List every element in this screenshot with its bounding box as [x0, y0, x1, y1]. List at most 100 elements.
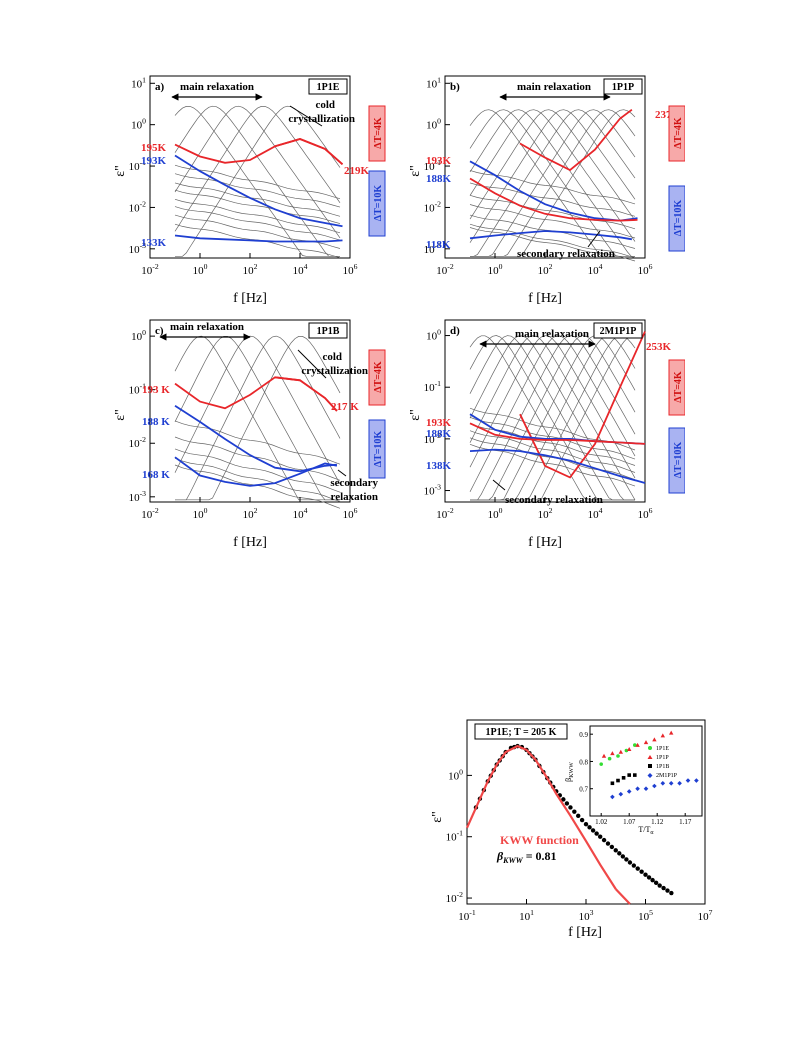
panel-c: 10-2 100 102 104 106 10-3 10-2 10-1 100 c) 1P1B…	[110, 310, 390, 560]
data-point	[624, 857, 629, 862]
tick-label: 10-3	[424, 483, 442, 498]
series-195k	[174, 138, 344, 165]
panel-b: 10-2 100 102 104 106 10-3 10-2 10-1 100 101 b) 1…	[405, 66, 686, 316]
inset-y-label: βKWW	[564, 762, 575, 782]
inset-point-1p1e	[599, 762, 603, 766]
panel-c-svg: 10-2 100 102 104 106 10-3 10-2 10-1 100 c) 1P1B…	[113, 319, 386, 550]
temp-label-1: 253K	[646, 341, 672, 353]
background-spectrum	[470, 109, 636, 257]
inset-point-2m1p1p	[660, 780, 666, 786]
data-point	[657, 883, 662, 888]
series-118k	[469, 230, 633, 241]
secondary-arrow	[492, 479, 506, 491]
tick-label: 10-1	[424, 158, 442, 173]
annotation-cold: cold	[315, 99, 335, 111]
step-label-10k: ΔT=10K	[373, 431, 384, 468]
data-point	[620, 854, 626, 859]
panel-b-svg: 10-2 100 102 104 106 10-3 10-2 10-1 100 101 b) 1…	[408, 75, 686, 306]
tick-label: 100	[488, 262, 503, 277]
data-point	[572, 809, 577, 814]
data-point	[583, 822, 589, 827]
legend-marker-1p1p	[647, 755, 653, 759]
temp-label-2: 188 K	[142, 416, 170, 428]
series-193k	[174, 376, 338, 412]
legend-1p1b: 1P1B	[656, 764, 669, 770]
data-point	[590, 828, 596, 833]
background-spectrum	[469, 335, 636, 501]
tick-label: 100	[448, 767, 463, 782]
tick-label: 10-2	[436, 262, 454, 277]
background-spectrum	[469, 204, 636, 239]
tick-label: 100	[426, 328, 441, 343]
inset-point-1p1p	[669, 730, 674, 735]
kww-title: 1P1E; T = 205 K	[486, 727, 557, 738]
tick-label: 10-1	[458, 908, 476, 923]
temp-label-3: 188K	[426, 173, 452, 185]
data-point	[631, 863, 637, 868]
legend-marker-2m1p1p	[647, 773, 653, 778]
sample-box	[593, 322, 643, 339]
background-spectrum	[469, 109, 636, 243]
data-point	[605, 841, 611, 846]
step-label-10k: ΔT=10K	[373, 185, 384, 222]
background-spectrum	[175, 336, 341, 501]
background-spectrum	[470, 109, 636, 257]
inset-frame	[589, 725, 703, 817]
tick-label: 10-3	[129, 489, 147, 504]
panel-d: 10-2 100 102 104 106 10-3 10-2 10-1 100 d) 2M1P…	[405, 310, 686, 560]
sample-box	[603, 78, 643, 95]
temp-label-2: 193K	[426, 417, 452, 429]
background-spectrum	[174, 182, 341, 217]
tick-label: 10-2	[141, 262, 159, 277]
background-spectrum	[469, 416, 636, 460]
step-label-4k: ΔT=4K	[673, 117, 684, 149]
tick-label: 104	[293, 506, 308, 521]
background-spectrum	[174, 105, 340, 257]
inset-y-tick-label: 0.9	[579, 731, 588, 739]
temp-label-4: 118K	[426, 239, 451, 251]
data-point	[587, 825, 592, 830]
sample-name: 1P1E	[317, 82, 340, 93]
data-point	[639, 869, 644, 874]
tick-label: 10-1	[446, 829, 464, 844]
y-axis-label: ε"	[113, 409, 128, 421]
inset-point-1p1b	[610, 781, 615, 786]
background-spectrum	[174, 105, 340, 257]
crystallization-arrow	[289, 105, 323, 127]
step-box-4k	[368, 349, 386, 406]
tick-label: 10-3	[424, 241, 442, 256]
tick-label: 106	[638, 262, 653, 277]
data-point	[576, 813, 581, 819]
inset-x-tick-label: 1.17	[679, 818, 692, 826]
inset-point-1p1b	[633, 773, 637, 777]
series-188k	[469, 177, 638, 222]
kww-fit-line	[465, 744, 617, 890]
tick-label: 10-2	[436, 506, 454, 521]
x-axis-label: f [Hz]	[528, 291, 562, 306]
legend-1p1p: 1P1P	[656, 755, 669, 761]
tick-label: 10-2	[446, 890, 464, 905]
inset-point-2m1p1p	[626, 789, 632, 794]
tick-label: 105	[638, 908, 653, 923]
series-168k	[174, 456, 338, 487]
temp-label-2: 193K	[426, 155, 452, 167]
x-axis-label: f [Hz]	[233, 535, 267, 550]
tick-label: 104	[588, 506, 603, 521]
background-spectrum	[469, 335, 636, 492]
panel-kww-svg: 10-1 101 103 105 107 10-2 10-1 100 1P1E; T = 2…	[430, 719, 713, 940]
background-spectrum	[174, 105, 341, 239]
background-spectrum	[469, 335, 636, 479]
inset-x-tick-label: 1.12	[651, 818, 664, 826]
series-219k	[274, 138, 344, 165]
data-point	[669, 890, 674, 896]
legend-marker-1p1e	[648, 746, 652, 750]
annotation-secondary-relaxation: secondary relaxation	[505, 494, 603, 506]
background-spectrum	[174, 336, 340, 501]
panel-label: a)	[155, 81, 165, 93]
annotation-main-relaxation: main relaxation	[517, 81, 591, 93]
background-spectrum	[469, 109, 635, 257]
data-point	[646, 875, 652, 880]
inset-point-1p1p	[660, 733, 665, 738]
annotation-crystallization: crystallization	[301, 365, 368, 377]
x-axis-label: f [Hz]	[233, 291, 267, 306]
